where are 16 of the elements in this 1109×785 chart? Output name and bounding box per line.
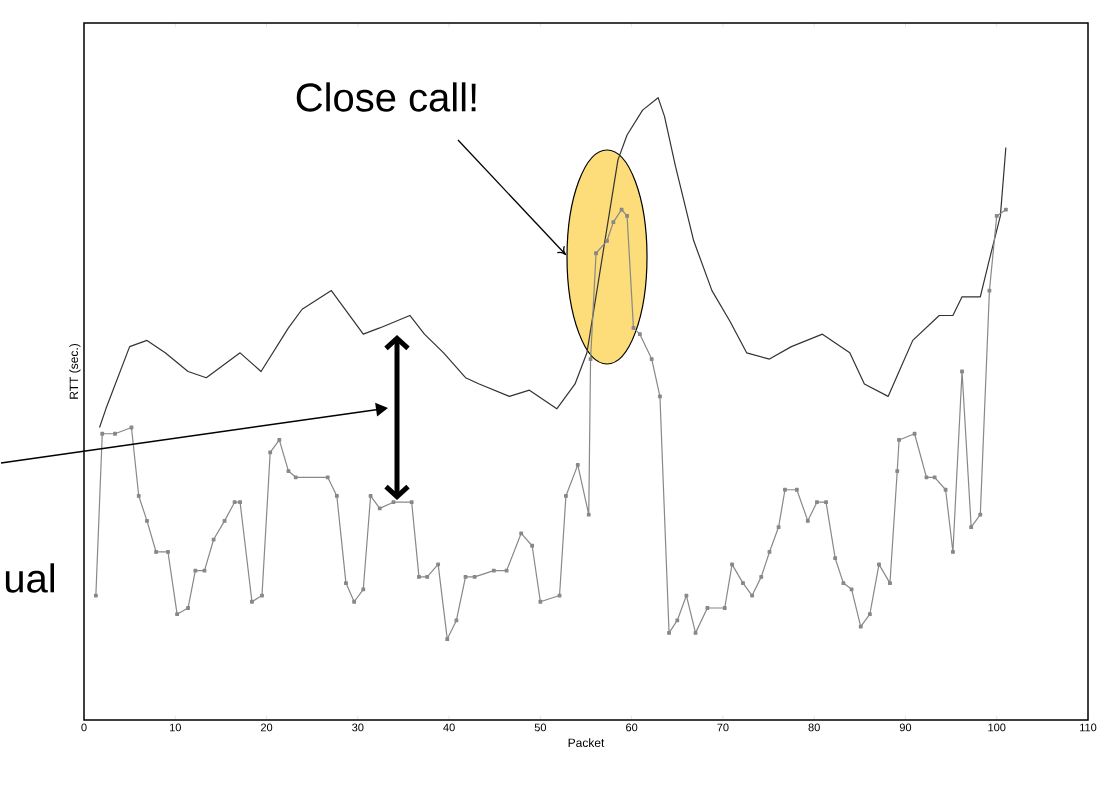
text: ual bbox=[5, 563, 54, 593]
y-axis-title: RTT (sec.) bbox=[69, 344, 81, 399]
x-tick-label: 60 bbox=[626, 723, 638, 732]
x-tick-label: 10 bbox=[169, 723, 181, 732]
x-tick-label: 70 bbox=[717, 723, 729, 732]
x-tick-label: 100 bbox=[988, 723, 1006, 732]
x-tick-label: 40 bbox=[443, 723, 455, 732]
x-tick-label: 0 bbox=[81, 723, 87, 732]
x-tick-label: 20 bbox=[260, 723, 273, 732]
x-tick-label: 90 bbox=[899, 723, 912, 732]
x-tick-label: 30 bbox=[352, 723, 364, 732]
x-tick-label: 80 bbox=[808, 723, 820, 732]
x-tick-label: 110 bbox=[1080, 723, 1097, 732]
annotation: Close call! bbox=[296, 82, 476, 112]
x-axis-title: Packet bbox=[568, 738, 605, 747]
x-tick-label: 50 bbox=[534, 723, 547, 732]
